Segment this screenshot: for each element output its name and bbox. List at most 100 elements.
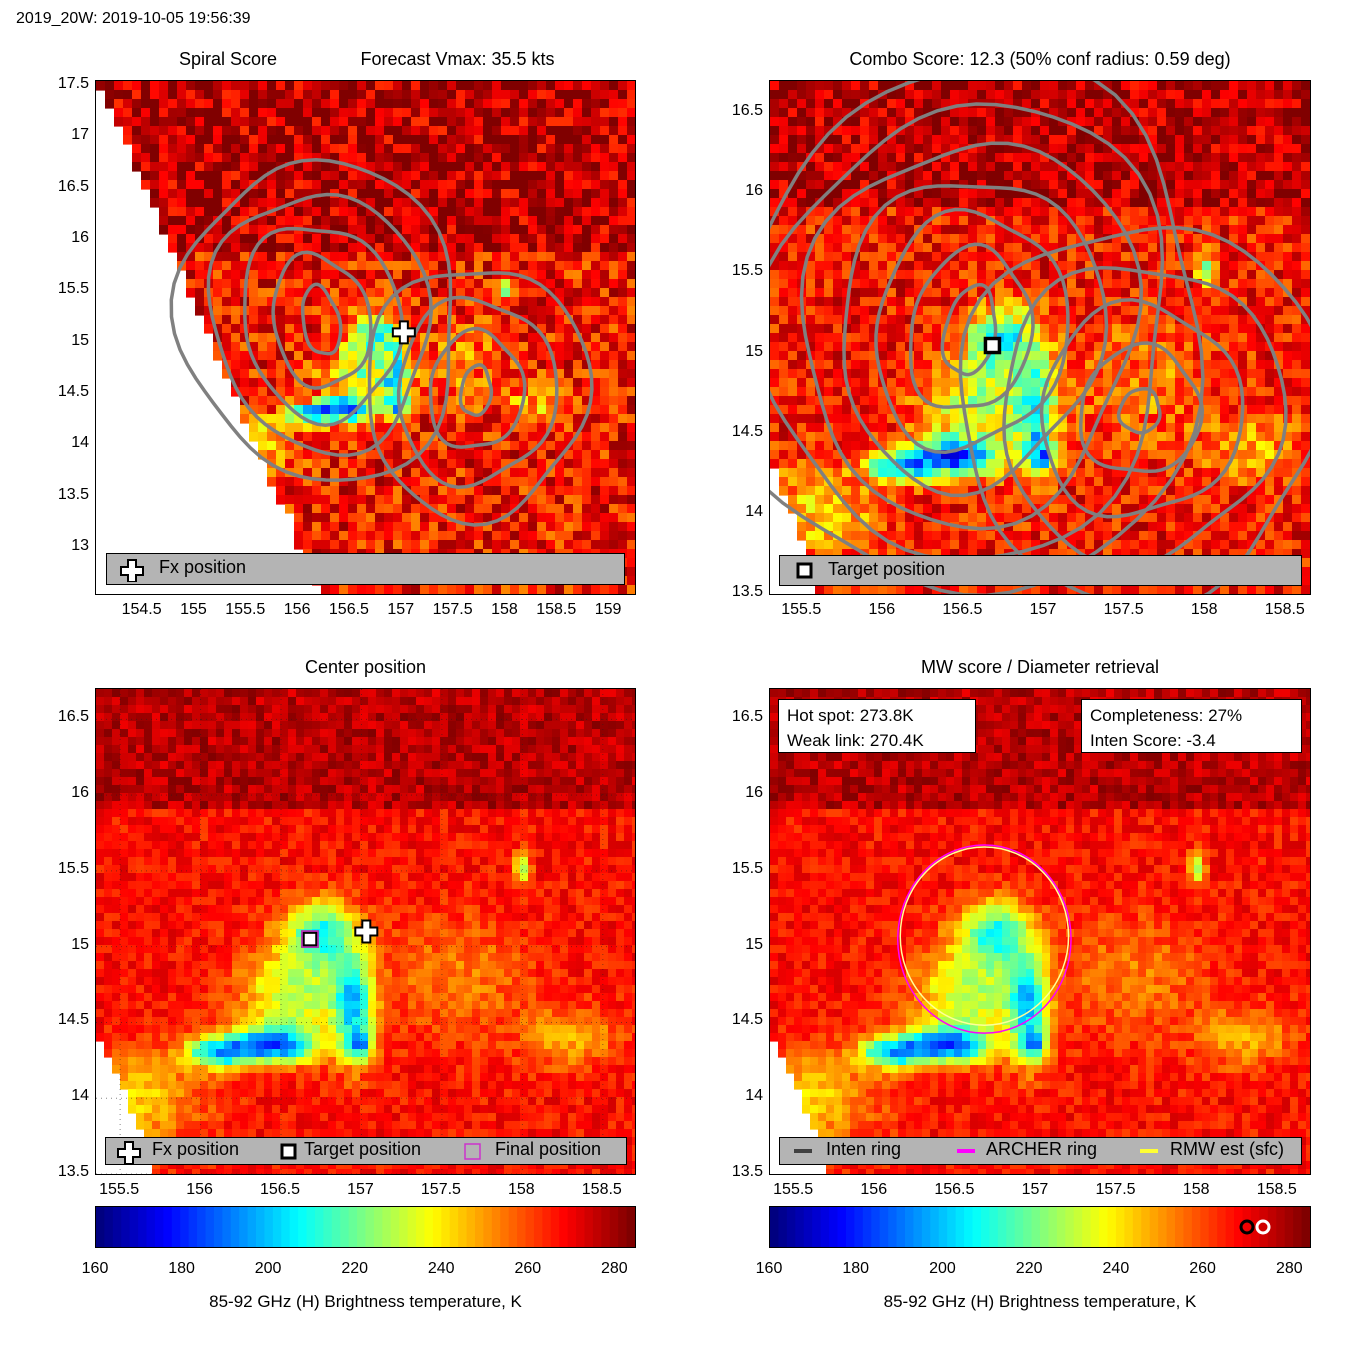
center-position-heatmap [96,689,635,1174]
colorbar-left-label: 85-92 GHz (H) Brightness temperature, K [209,1292,522,1311]
contour-line [367,271,594,527]
x-tick-label: 155.5 [773,1181,814,1198]
y-tick-label: 14 [745,502,763,520]
x-tick-label: 158.5 [581,1181,622,1198]
colorbar-tick-label: 260 [514,1260,542,1277]
track-contours [770,81,1205,594]
y-tick-label: 15 [71,935,89,953]
colorbar-gradient [96,1207,635,1247]
y-tick-label: 15 [71,331,89,349]
track-contours [367,271,594,527]
mw-legend: Inten ring ARCHER ring RMW est (sfc) [779,1137,1302,1165]
x-tick-label: 158.5 [536,601,577,618]
x-tick-label: 157.5 [432,601,473,618]
center-legend: Fx position Target position Final positi… [105,1137,627,1165]
legend-fx-label: Fx position [152,1139,240,1159]
x-tick-label: 156.5 [934,1181,975,1198]
x-tick-label: 156 [860,1181,888,1198]
y-tick-label: 17 [71,126,89,144]
x-tick-label: 157.5 [420,1181,461,1198]
contour-line [169,158,453,482]
contour-line [428,326,527,449]
figure-title: 2019_20W: 2019-10-05 19:56:39 [16,10,251,27]
hot-spot-text: Hot spot: 273.8K [787,706,914,725]
colorbar-left [95,1206,636,1248]
heatmap-cells [770,689,1310,1174]
mw-score-heatmap [770,689,1310,1174]
spiral-title: Spiral Score [178,49,278,69]
x-tick-label: 156.5 [328,601,369,618]
archer-ring [896,844,1072,1034]
x-tick-label: 155.5 [225,601,266,618]
contour-line [243,226,405,427]
x-tick-label: 156 [868,601,896,618]
x-tick-label: 155 [180,601,207,618]
y-tick-label: 15 [745,342,763,360]
target-square-icon [796,562,813,579]
target-position-marker [983,336,1002,355]
inten-score-text: Inten Score: -3.4 [1090,731,1216,750]
y-tick-label: 15.5 [57,280,89,298]
x-tick-label: 158 [508,1181,535,1198]
ring-markers-icon [1239,1219,1271,1235]
colorbar-tick-label: 240 [427,1260,455,1277]
fx-position-marker [391,320,416,345]
mw-title: MW score / Diameter retrieval [920,657,1160,677]
y-tick-label: 13.5 [57,1163,89,1180]
y-tick-label: 14.5 [731,1011,763,1029]
legend-fx-label: Fx position [159,557,247,577]
fx-plus-icon [120,559,144,582]
y-tick-label: 15 [745,935,763,953]
x-tick-label: 158.5 [1264,601,1305,618]
x-tick-label: 158 [491,601,518,618]
y-tick-label: 14 [71,1087,89,1105]
colorbar-tick-label: 280 [601,1260,628,1277]
contour-line [458,363,494,418]
y-tick-label: 13.5 [57,485,89,503]
contour-line [396,295,559,489]
spiral-score-heatmap [96,81,635,594]
combo-score-heatmap [770,81,1310,594]
contour-line [874,207,1070,454]
x-tick-label: 156.5 [942,601,983,618]
combo-legend: Target position [779,555,1302,586]
colorbar-tick-label: 160 [81,1260,109,1277]
contour-line [1079,341,1205,474]
y-tick-label: 17.5 [57,75,89,93]
y-tick-label: 13.5 [731,583,763,600]
colorbar-tick-label: 160 [755,1260,783,1277]
swath-gap [96,126,291,594]
contour-line [1116,387,1162,435]
contour-line [770,102,1165,562]
y-tick-label: 13.5 [731,1163,763,1180]
y-tick-label: 15.5 [731,262,763,280]
y-tick-label: 16.5 [57,177,89,195]
target-square-icon [280,1143,297,1160]
y-tick-label: 16 [745,784,763,802]
hotspot-info-box: Hot spot: 273.8K Weak link: 270.4K [778,699,976,753]
y-tick-label: 16 [71,784,89,802]
mw-score-plot: Hot spot: 273.8K Weak link: 270.4K Compl… [769,688,1311,1175]
x-tick-label: 154.5 [121,601,162,618]
y-tick-label: 14.5 [57,1011,89,1029]
colorbar-tick-label: 280 [1275,1260,1303,1277]
x-tick-label: 156 [283,601,311,618]
target-position-marker [301,930,319,948]
center-title: Center position [304,657,427,677]
colorbar-tick-label: 200 [254,1260,282,1277]
fx-plus-icon [117,1141,141,1164]
y-tick-label: 14 [71,434,89,452]
x-tick-label: 158.5 [1256,1181,1297,1198]
x-tick-label: 157 [347,1181,374,1198]
y-tick-label: 16.5 [731,708,763,726]
x-tick-label: 157 [1029,601,1057,618]
colorbar-tick-label: 180 [842,1260,870,1277]
y-tick-label: 14.5 [57,382,89,400]
contour-line [799,141,1144,531]
y-tick-label: 15.5 [57,859,89,877]
x-tick-label: 159 [594,601,622,618]
contour-line [842,184,1109,498]
x-tick-label: 157 [1021,1181,1049,1198]
x-tick-label: 155.5 [781,601,822,618]
grid-lines [96,689,635,1174]
